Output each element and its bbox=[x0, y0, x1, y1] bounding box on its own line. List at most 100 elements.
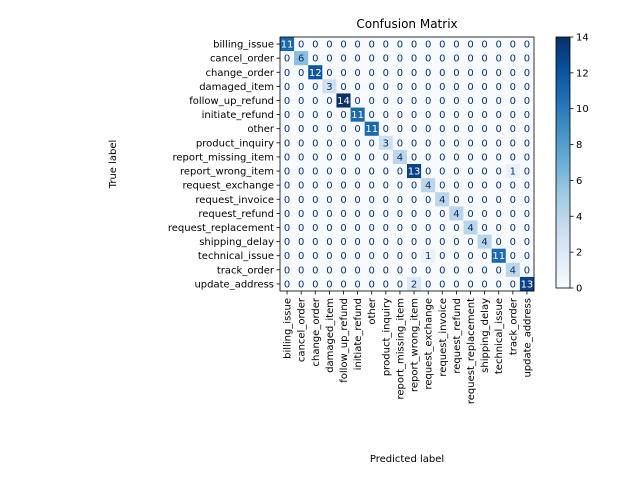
cell-value: 0 bbox=[397, 251, 403, 262]
cell-value: 0 bbox=[326, 265, 332, 276]
cell-value: 0 bbox=[481, 96, 487, 107]
heatmap-cell bbox=[449, 121, 464, 137]
cell-value: 0 bbox=[510, 124, 516, 135]
cell-value: 0 bbox=[284, 209, 290, 220]
heatmap-cell bbox=[463, 262, 478, 278]
heatmap-cell bbox=[322, 234, 337, 249]
heatmap-cell bbox=[350, 121, 365, 137]
cell-value: 0 bbox=[439, 54, 445, 65]
heatmap-cell bbox=[421, 93, 436, 108]
cell-value: 0 bbox=[312, 138, 318, 149]
heatmap-cell bbox=[350, 65, 365, 80]
heatmap-cell bbox=[322, 164, 337, 179]
heatmap-cell bbox=[505, 79, 521, 94]
heatmap-cell bbox=[392, 178, 408, 193]
cell-value: 0 bbox=[369, 279, 375, 290]
heatmap-cell bbox=[505, 149, 521, 165]
heatmap-cell bbox=[491, 135, 507, 151]
cell-value: 0 bbox=[439, 237, 445, 248]
cell-value: 0 bbox=[340, 138, 346, 149]
cell-value: 0 bbox=[369, 195, 375, 206]
cell-value: 0 bbox=[510, 110, 516, 121]
heatmap-cell bbox=[477, 248, 492, 264]
cell-value: 0 bbox=[439, 209, 445, 220]
cell-value: 0 bbox=[481, 68, 487, 79]
cell-value: 0 bbox=[354, 96, 360, 107]
cell-value: 0 bbox=[312, 110, 318, 121]
cell-value: 0 bbox=[340, 167, 346, 178]
cell-value: 0 bbox=[467, 181, 473, 192]
heatmap-cell bbox=[378, 149, 394, 165]
cell-value: 0 bbox=[524, 167, 530, 178]
y-tick-label: track_order bbox=[217, 265, 275, 276]
heatmap-cell bbox=[463, 51, 478, 66]
cell-value: 0 bbox=[439, 68, 445, 79]
cell-value: 0 bbox=[510, 54, 516, 65]
heatmap-cell bbox=[294, 107, 309, 122]
colorbar-tick-label: 14 bbox=[576, 33, 589, 44]
heatmap-cell bbox=[308, 37, 323, 52]
heatmap-cell bbox=[350, 248, 365, 264]
x-tick-label: technical_issue bbox=[494, 298, 505, 374]
cell-value: 0 bbox=[326, 96, 332, 107]
cell-value: 0 bbox=[411, 110, 417, 121]
heatmap-cell bbox=[280, 121, 295, 137]
cell-value: 0 bbox=[397, 68, 403, 79]
cell-value: 0 bbox=[354, 124, 360, 135]
colorbar-tick-label: 8 bbox=[576, 140, 582, 151]
heatmap-cell bbox=[336, 220, 351, 235]
heatmap-cell bbox=[491, 262, 507, 278]
heatmap-cell bbox=[308, 107, 323, 122]
cell-value: 0 bbox=[369, 167, 375, 178]
y-tick-label: request_exchange bbox=[182, 181, 274, 192]
cell-value: 0 bbox=[312, 223, 318, 234]
heatmap-cell bbox=[505, 164, 521, 179]
heatmap-cell bbox=[392, 262, 408, 278]
cell-value: 0 bbox=[510, 251, 516, 262]
cell-value: 0 bbox=[524, 251, 530, 262]
cell-value: 0 bbox=[425, 68, 431, 79]
heatmap-cell bbox=[294, 79, 309, 94]
heatmap-cell bbox=[477, 206, 492, 221]
heatmap-cell bbox=[421, 276, 436, 292]
cell-value: 0 bbox=[354, 138, 360, 149]
heatmap-cell bbox=[308, 178, 323, 193]
cell-value: 0 bbox=[312, 251, 318, 262]
cell-value: 4 bbox=[510, 265, 516, 276]
cell-value: 0 bbox=[481, 138, 487, 149]
cell-value: 0 bbox=[439, 110, 445, 121]
heatmap-cell bbox=[449, 149, 464, 165]
heatmap-cells bbox=[280, 37, 535, 292]
cell-value: 0 bbox=[496, 124, 502, 135]
cell-value: 0 bbox=[439, 40, 445, 51]
cell-value: 0 bbox=[524, 124, 530, 135]
heatmap-cell bbox=[294, 51, 309, 66]
cell-value: 0 bbox=[411, 54, 417, 65]
cell-value: 0 bbox=[326, 124, 332, 135]
x-axis-label: Predicted label bbox=[370, 454, 444, 465]
cell-value: 0 bbox=[397, 82, 403, 93]
heatmap-cell bbox=[280, 135, 295, 151]
heatmap-cell bbox=[364, 192, 380, 207]
cell-value: 3 bbox=[383, 138, 389, 149]
heatmap-cell bbox=[421, 121, 436, 137]
heatmap-cell bbox=[463, 164, 478, 179]
cell-value: 0 bbox=[340, 124, 346, 135]
x-tick-label: cancel_order bbox=[297, 297, 308, 362]
heatmap-cell bbox=[491, 121, 507, 137]
cell-value: 0 bbox=[383, 152, 389, 163]
cell-value: 0 bbox=[354, 152, 360, 163]
y-tick-label: report_missing_item bbox=[172, 152, 274, 163]
cell-value: 12 bbox=[309, 68, 322, 79]
heatmap-cell bbox=[350, 220, 365, 235]
cell-value: 14 bbox=[337, 96, 350, 107]
heatmap-cell bbox=[435, 234, 450, 249]
cell-value: 0 bbox=[312, 96, 318, 107]
heatmap-cell bbox=[463, 234, 478, 249]
cell-value: 0 bbox=[284, 195, 290, 206]
cell-value: 0 bbox=[496, 138, 502, 149]
cell-value: 4 bbox=[397, 152, 403, 163]
heatmap-cell bbox=[378, 262, 394, 278]
cell-value: 0 bbox=[298, 82, 304, 93]
heatmap-cell bbox=[308, 121, 323, 137]
